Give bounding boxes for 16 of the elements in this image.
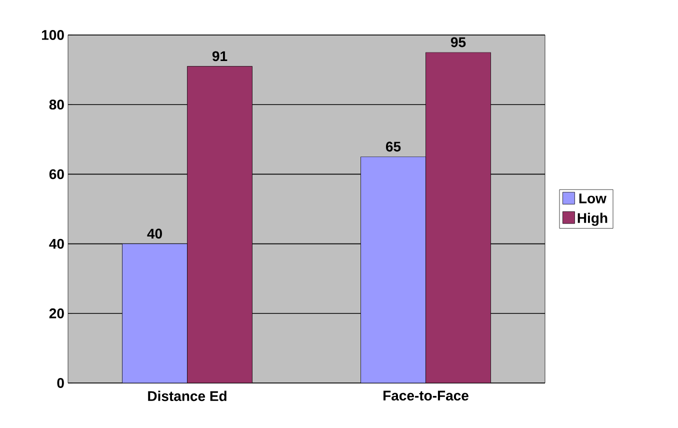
x-tick-label: Distance Ed — [148, 390, 226, 402]
bar — [187, 66, 252, 383]
x-tick-label: Face-to-Face — [384, 390, 468, 401]
y-tick-label: 20 — [49, 308, 64, 318]
data-label: 65 — [386, 142, 401, 152]
legend-label: High — [578, 212, 608, 226]
data-label: 95 — [450, 37, 466, 48]
y-tick-label: 40 — [49, 238, 64, 249]
data-label: 40 — [147, 228, 162, 239]
y-tick-label: 80 — [49, 100, 64, 110]
y-tick-label: 100 — [42, 30, 64, 40]
data-label: 91 — [212, 51, 228, 62]
legend-label: Low — [579, 194, 606, 204]
y-tick-label: 60 — [49, 169, 64, 180]
y-tick-label: 0 — [57, 378, 64, 388]
bar — [426, 52, 491, 383]
